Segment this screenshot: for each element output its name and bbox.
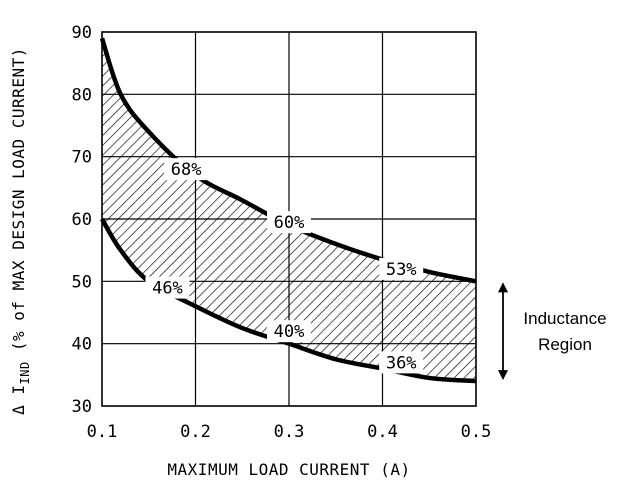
percent-label: 36% — [386, 353, 417, 373]
y-tick-label: 50 — [72, 272, 92, 292]
percentage-labels: 68% 60% 53% 46% 40% 36% — [145, 158, 424, 374]
y-axis-ticks: 30 40 50 60 70 80 90 — [72, 23, 92, 417]
inductance-region-note: Inductance Region — [498, 282, 607, 381]
percent-label: 40% — [274, 322, 305, 342]
x-tick-label: 0.4 — [367, 422, 398, 442]
y-axis-title: Δ IIND (% of MAX DESIGN LOAD CURRENT) — [9, 47, 32, 415]
x-tick-label: 0.3 — [274, 422, 305, 442]
y-axis-title-subscript: IND — [18, 361, 32, 384]
label-background — [379, 351, 424, 374]
x-axis-ticks: 0.1 0.2 0.3 0.4 0.5 — [87, 422, 492, 442]
x-tick-label: 0.2 — [180, 422, 211, 442]
x-tick-label: 0.1 — [87, 422, 118, 442]
percent-label: 68% — [171, 160, 202, 180]
x-tick-label: 0.5 — [461, 422, 492, 442]
y-tick-label: 90 — [72, 23, 92, 43]
y-tick-label: 40 — [72, 335, 92, 355]
label-background — [267, 320, 311, 343]
percent-label: 60% — [274, 213, 305, 233]
label-background — [164, 158, 209, 181]
plot-frame — [101, 31, 477, 407]
y-axis-title-prefix: Δ I — [9, 384, 28, 414]
y-tick-label: 70 — [72, 148, 92, 168]
x-axis-title: MAXIMUM LOAD CURRENT (A) — [167, 460, 410, 479]
lower-bound-curve — [100, 217, 477, 384]
percent-label: 46% — [152, 279, 183, 299]
y-tick-label: 60 — [72, 210, 92, 230]
inductance-note-line-1: Inductance — [523, 309, 606, 328]
label-background — [379, 257, 424, 280]
y-axis-title-suffix: (% of MAX DESIGN LOAD CURRENT) — [9, 47, 28, 361]
y-tick-label: 30 — [72, 397, 92, 417]
y-tick-label: 80 — [72, 85, 92, 105]
label-background — [145, 276, 190, 299]
percent-label: 53% — [386, 260, 417, 280]
label-background — [267, 211, 311, 234]
inductance-note-line-2: Region — [538, 335, 592, 354]
